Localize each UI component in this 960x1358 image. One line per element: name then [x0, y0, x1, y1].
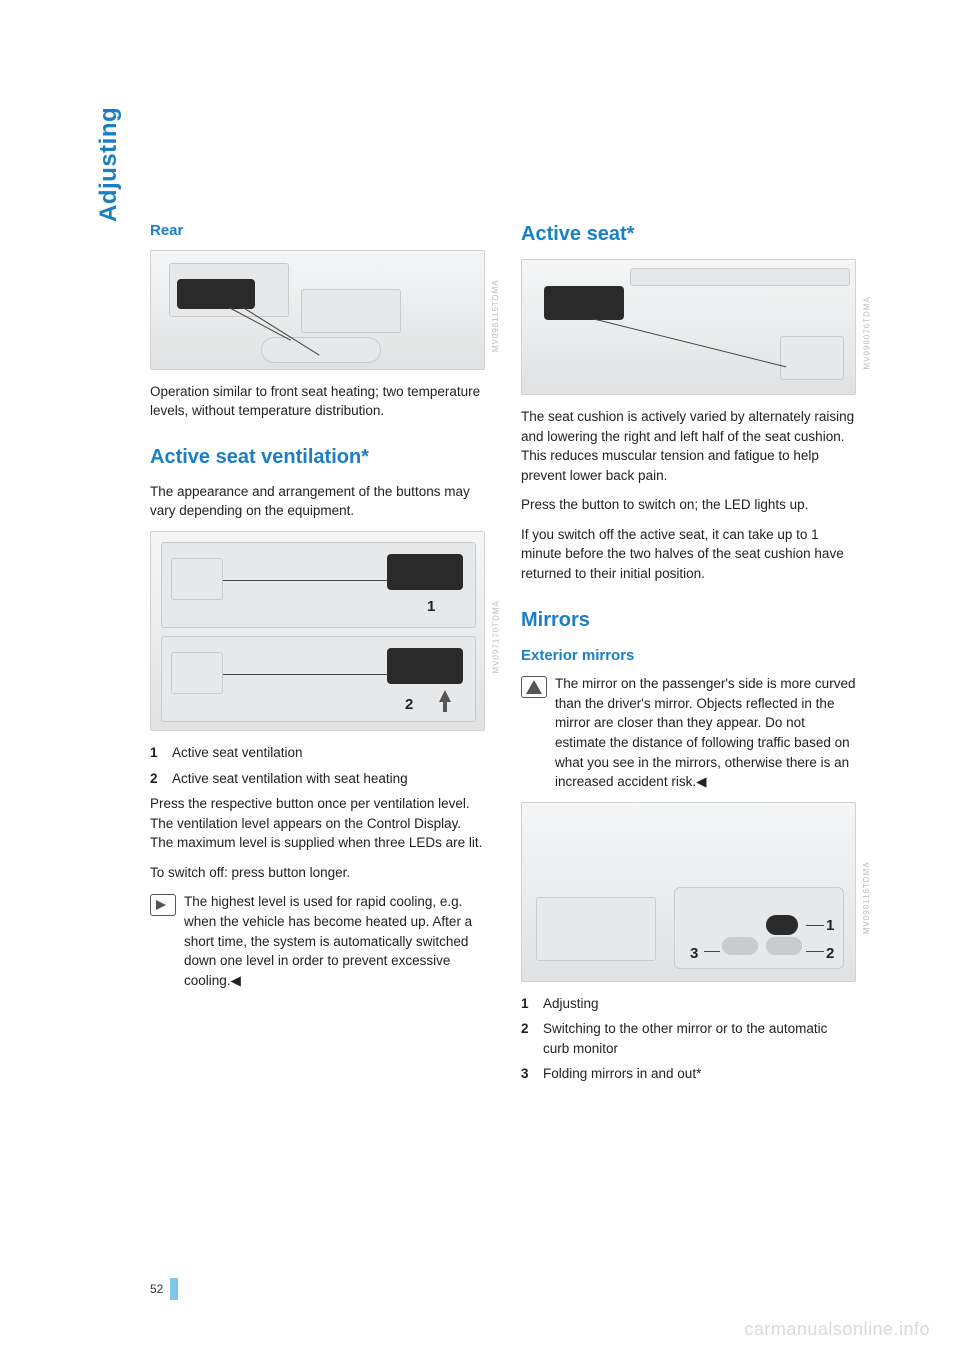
list-item: 2 Switching to the other mirror or to th…	[521, 1019, 856, 1058]
list-number: 2	[150, 769, 172, 789]
page-number-bar	[170, 1278, 178, 1300]
list-number: 1	[521, 994, 543, 1014]
note-block: The highest level is used for rapid cool…	[150, 892, 485, 990]
list-text: Folding mirrors in and out*	[543, 1064, 856, 1084]
heading-active-seat-ventilation: Active seat ventilation*	[150, 443, 485, 472]
figure-seat-ventilation: 1 2 MV097170TDMA	[150, 531, 485, 731]
list-item: 1 Adjusting	[521, 994, 856, 1014]
figure-active-seat: MV098076TDMA	[521, 259, 856, 395]
callout-2: 2	[405, 694, 413, 716]
figure-exterior-mirrors: 1 2 3 MV098116TDMA	[521, 802, 856, 982]
watermark: carmanualsonline.info	[744, 1319, 930, 1340]
list-item: 3 Folding mirrors in and out*	[521, 1064, 856, 1084]
left-column: Rear MV098115TDMA Operation similar to f…	[150, 220, 485, 1090]
warning-block: The mirror on the passenger's side is mo…	[521, 674, 856, 791]
note-text: The highest level is used for rapid cool…	[184, 892, 485, 990]
list-text: Switching to the other mirror or to the …	[543, 1019, 856, 1058]
paragraph: Operation similar to front seat heating;…	[150, 382, 485, 421]
paragraph: If you switch off the active seat, it ca…	[521, 525, 856, 584]
list-number: 1	[150, 743, 172, 763]
figure-code: MV098116TDMA	[861, 861, 873, 934]
side-chapter-label: Adjusting	[95, 107, 123, 222]
list-text: Active seat ventilation with seat heatin…	[172, 769, 485, 789]
list-number: 2	[521, 1019, 543, 1058]
callout-2: 2	[826, 943, 834, 965]
heading-mirrors: Mirrors	[521, 606, 856, 635]
paragraph: Press the button to switch on; the LED l…	[521, 495, 856, 515]
list-text: Adjusting	[543, 994, 856, 1014]
paragraph: To switch off: press button longer.	[150, 863, 485, 883]
page-number: 52	[150, 1282, 163, 1296]
callout-1: 1	[427, 596, 435, 618]
warning-icon	[521, 676, 547, 698]
paragraph: The appearance and arrangement of the bu…	[150, 482, 485, 521]
warning-text: The mirror on the passenger's side is mo…	[555, 674, 856, 791]
list-number: 3	[521, 1064, 543, 1084]
heading-active-seat: Active seat*	[521, 220, 856, 249]
figure-rear-seat-heating: MV098115TDMA	[150, 250, 485, 370]
list-text: Active seat ventilation	[172, 743, 485, 763]
content-columns: Rear MV098115TDMA Operation similar to f…	[150, 220, 880, 1090]
heading-rear: Rear	[150, 220, 485, 242]
figure-code: MV098115TDMA	[490, 279, 502, 352]
figure-code: MV098076TDMA	[861, 296, 873, 369]
callout-1: 1	[826, 915, 834, 937]
list-item: 1 Active seat ventilation	[150, 743, 485, 763]
figure-code: MV097170TDMA	[490, 600, 502, 673]
right-column: Active seat* MV098076TDMA The seat cushi…	[521, 220, 856, 1090]
page: Adjusting Rear MV098115TDMA Operation si…	[0, 0, 960, 1358]
tip-icon	[150, 894, 176, 916]
callout-3: 3	[690, 943, 698, 965]
heading-exterior-mirrors: Exterior mirrors	[521, 645, 856, 667]
paragraph: The seat cushion is actively varied by a…	[521, 407, 856, 485]
paragraph: Press the respective button once per ven…	[150, 794, 485, 853]
list-item: 2 Active seat ventilation with seat heat…	[150, 769, 485, 789]
